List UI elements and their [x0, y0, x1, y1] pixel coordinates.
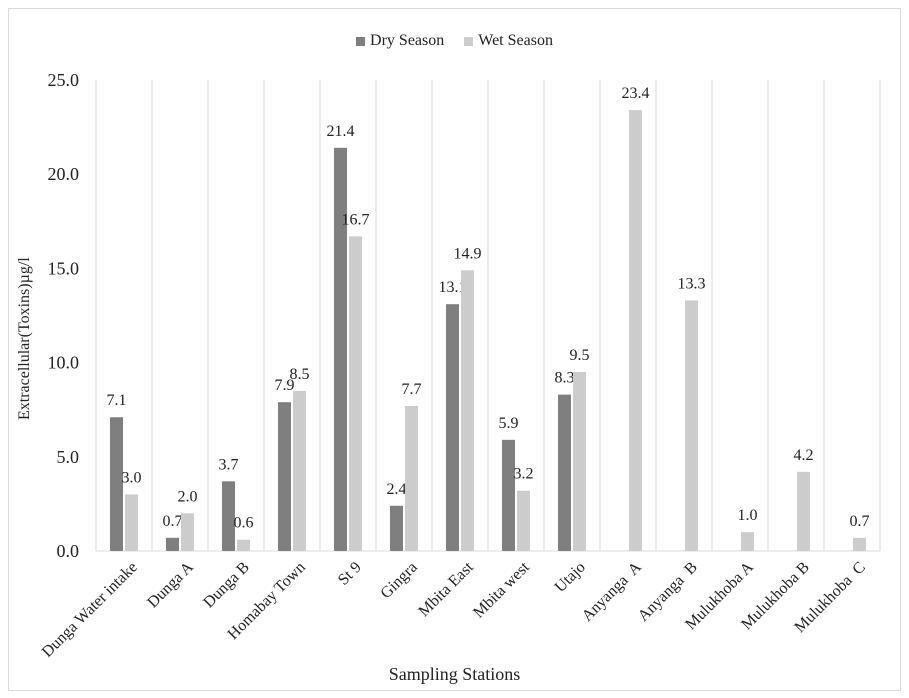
x-tick-label: St 9: [335, 559, 365, 589]
bar-wet: [405, 405, 418, 551]
legend-item-dry: Dry Season: [356, 32, 444, 50]
bar-dry: [446, 304, 459, 551]
legend-label-wet: Wet Season: [478, 32, 553, 49]
y-tick-label: 5.0: [57, 447, 80, 467]
data-label-wet: 14.9: [454, 245, 482, 262]
bar-dry: [222, 481, 235, 551]
data-label-wet: 3.2: [514, 466, 534, 483]
data-label-wet: 0.7: [850, 513, 870, 530]
bar-wet: [125, 494, 138, 551]
legend-swatch-dry: [356, 36, 366, 46]
bar-dry: [110, 417, 123, 551]
bar-wet: [741, 532, 754, 551]
data-label-wet: 3.0: [122, 469, 142, 486]
bar-wet: [853, 537, 866, 551]
data-label-dry: 13.1: [439, 279, 467, 296]
legend: Dry Season Wet Season: [0, 32, 909, 51]
chart-frame: [8, 8, 901, 691]
x-tick-label: Dunga A: [144, 558, 197, 611]
y-tick-label: 25.0: [48, 70, 80, 90]
bar-dry: [390, 505, 403, 551]
y-tick-label: 0.0: [57, 541, 80, 561]
bar-wet: [293, 390, 306, 551]
data-label-wet: 1.0: [738, 507, 758, 524]
legend-swatch-wet: [464, 36, 474, 46]
bar-dry: [558, 394, 571, 551]
data-label-wet: 0.6: [234, 515, 254, 532]
data-label-dry: 7.1: [107, 392, 127, 409]
bar-dry: [502, 439, 515, 551]
data-label-wet: 16.7: [342, 211, 370, 228]
x-tick-label: Mbita west: [470, 558, 533, 621]
x-axis-title: Sampling Stations: [388, 664, 521, 684]
x-tick-label: Gingra: [377, 559, 420, 602]
data-label-wet: 23.4: [622, 85, 650, 102]
y-tick-label: 10.0: [48, 353, 80, 373]
data-label-wet: 8.5: [290, 366, 310, 383]
bar-wet: [237, 539, 250, 551]
data-label-wet: 7.7: [402, 381, 422, 398]
data-label-dry: 21.4: [327, 123, 355, 140]
legend-label-dry: Dry Season: [370, 32, 445, 49]
y-axis-title: Extracellular(Toxins)µg/l: [16, 257, 33, 420]
bar-wet: [349, 236, 362, 551]
data-label-dry: 8.3: [555, 370, 575, 387]
data-label-dry: 7.9: [275, 377, 295, 394]
data-label-wet: 2.0: [178, 488, 198, 505]
bar-wet: [629, 110, 642, 552]
y-tick-label: 15.0: [48, 258, 80, 278]
data-label-dry: 2.4: [387, 481, 407, 498]
legend-item-wet: Wet Season: [464, 32, 553, 50]
bar-dry: [278, 402, 291, 551]
x-tick-label: Dunga Water intake: [39, 559, 141, 661]
bar-dry: [166, 537, 179, 551]
data-label-dry: 0.7: [163, 513, 183, 530]
bar-wet: [461, 270, 474, 551]
x-tick-label: Dunga B: [200, 559, 253, 612]
y-tick-label: 20.0: [48, 164, 80, 184]
data-label-wet: 9.5: [570, 347, 590, 364]
bar-wet: [181, 513, 194, 551]
x-tick-label: Anyanga A: [579, 558, 645, 624]
data-label-dry: 3.7: [219, 456, 239, 473]
data-label-dry: 5.9: [499, 415, 519, 432]
bar-wet: [797, 471, 810, 551]
data-label-wet: 4.2: [794, 447, 814, 464]
x-tick-label: Utajo: [552, 559, 589, 596]
x-tick-label: Mbita East: [415, 558, 477, 620]
bar-wet: [685, 300, 698, 551]
data-label-wet: 13.3: [678, 275, 706, 292]
bar-wet: [517, 490, 530, 551]
bar-wet: [573, 372, 586, 551]
bar-dry: [334, 147, 347, 551]
